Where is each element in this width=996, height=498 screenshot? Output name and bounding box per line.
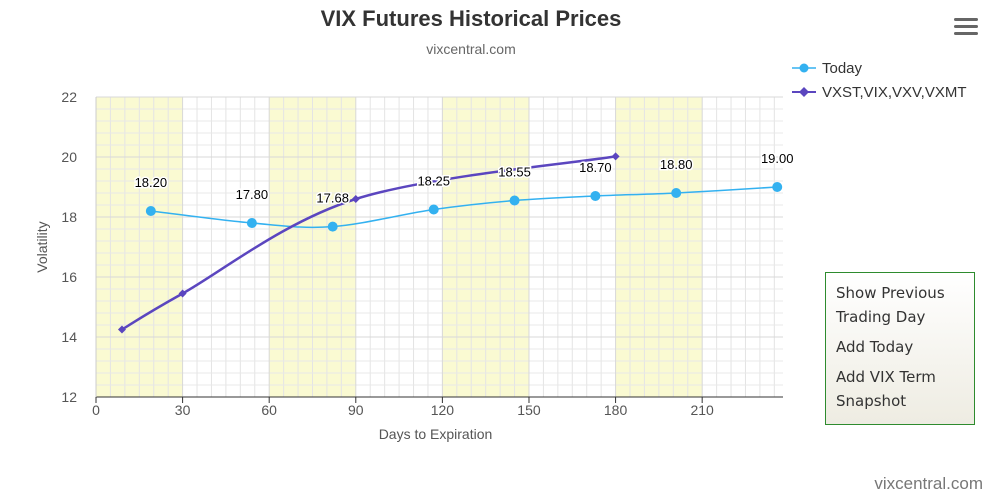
data-label-today: 17.68 bbox=[316, 191, 349, 206]
point-term bbox=[117, 325, 126, 334]
data-label-today: 18.55 bbox=[498, 165, 531, 180]
data-label-today: 18.20 bbox=[135, 175, 168, 190]
point-today bbox=[145, 206, 156, 216]
data-label-today: 18.80 bbox=[660, 157, 693, 172]
x-tick-label: 120 bbox=[431, 402, 455, 418]
export-menu: Show Previous Trading Day Add Today Add … bbox=[825, 272, 975, 425]
x-tick-label: 60 bbox=[261, 402, 277, 418]
y-tick-label: 16 bbox=[61, 269, 77, 285]
point-today bbox=[428, 204, 439, 215]
legend-symbol-today bbox=[792, 63, 816, 73]
legend: Today VXST,VIX,VXV,VXMT bbox=[792, 56, 967, 104]
legend-label-term: VXST,VIX,VXV,VXMT bbox=[822, 83, 967, 101]
legend-item-term[interactable]: VXST,VIX,VXV,VXMT bbox=[792, 80, 967, 104]
series-line-term bbox=[121, 155, 616, 331]
point-term bbox=[611, 152, 620, 161]
data-label-today: 18.70 bbox=[579, 160, 612, 175]
x-tick-label: 0 bbox=[92, 402, 100, 418]
x-tick-label: 150 bbox=[517, 402, 541, 418]
legend-symbol-term bbox=[792, 87, 816, 97]
y-tick-label: 22 bbox=[61, 89, 77, 105]
y-tick-label: 20 bbox=[61, 149, 77, 165]
y-tick-label: 12 bbox=[61, 389, 77, 405]
legend-label-today: Today bbox=[822, 59, 863, 77]
y-tick-label: 18 bbox=[61, 209, 77, 225]
data-label-today: 17.80 bbox=[236, 187, 269, 202]
x-tick-label: 180 bbox=[604, 402, 628, 418]
x-axis-label: Days to Expiration bbox=[379, 426, 493, 442]
point-term bbox=[351, 195, 360, 203]
menu-item-add-snapshot[interactable]: Add VIX Term Snapshot bbox=[836, 368, 936, 410]
menu-item-show-previous[interactable]: Show Previous Trading Day bbox=[836, 284, 945, 326]
y-tick-label: 14 bbox=[61, 329, 77, 345]
chart-subtitle: vixcentral.com bbox=[426, 41, 516, 57]
point-today bbox=[590, 191, 601, 201]
y-axis-label: Volatility bbox=[34, 221, 50, 272]
point-today bbox=[246, 218, 257, 228]
point-today bbox=[327, 221, 338, 232]
point-today bbox=[509, 195, 520, 206]
data-label-today: 18.25 bbox=[417, 174, 450, 189]
x-tick-label: 30 bbox=[175, 402, 191, 418]
hamburger-icon[interactable] bbox=[954, 18, 978, 38]
point-today bbox=[671, 188, 682, 198]
chart-title: VIX Futures Historical Prices bbox=[320, 6, 622, 31]
watermark: vixcentral.com bbox=[874, 474, 983, 493]
x-tick-label: 210 bbox=[690, 402, 714, 418]
menu-item-add-today[interactable]: Add Today bbox=[836, 338, 914, 356]
point-today bbox=[772, 182, 783, 192]
legend-item-today[interactable]: Today bbox=[792, 56, 967, 80]
data-label-today: 19.00 bbox=[761, 151, 794, 166]
x-tick-label: 90 bbox=[348, 402, 364, 418]
point-term bbox=[178, 289, 187, 298]
